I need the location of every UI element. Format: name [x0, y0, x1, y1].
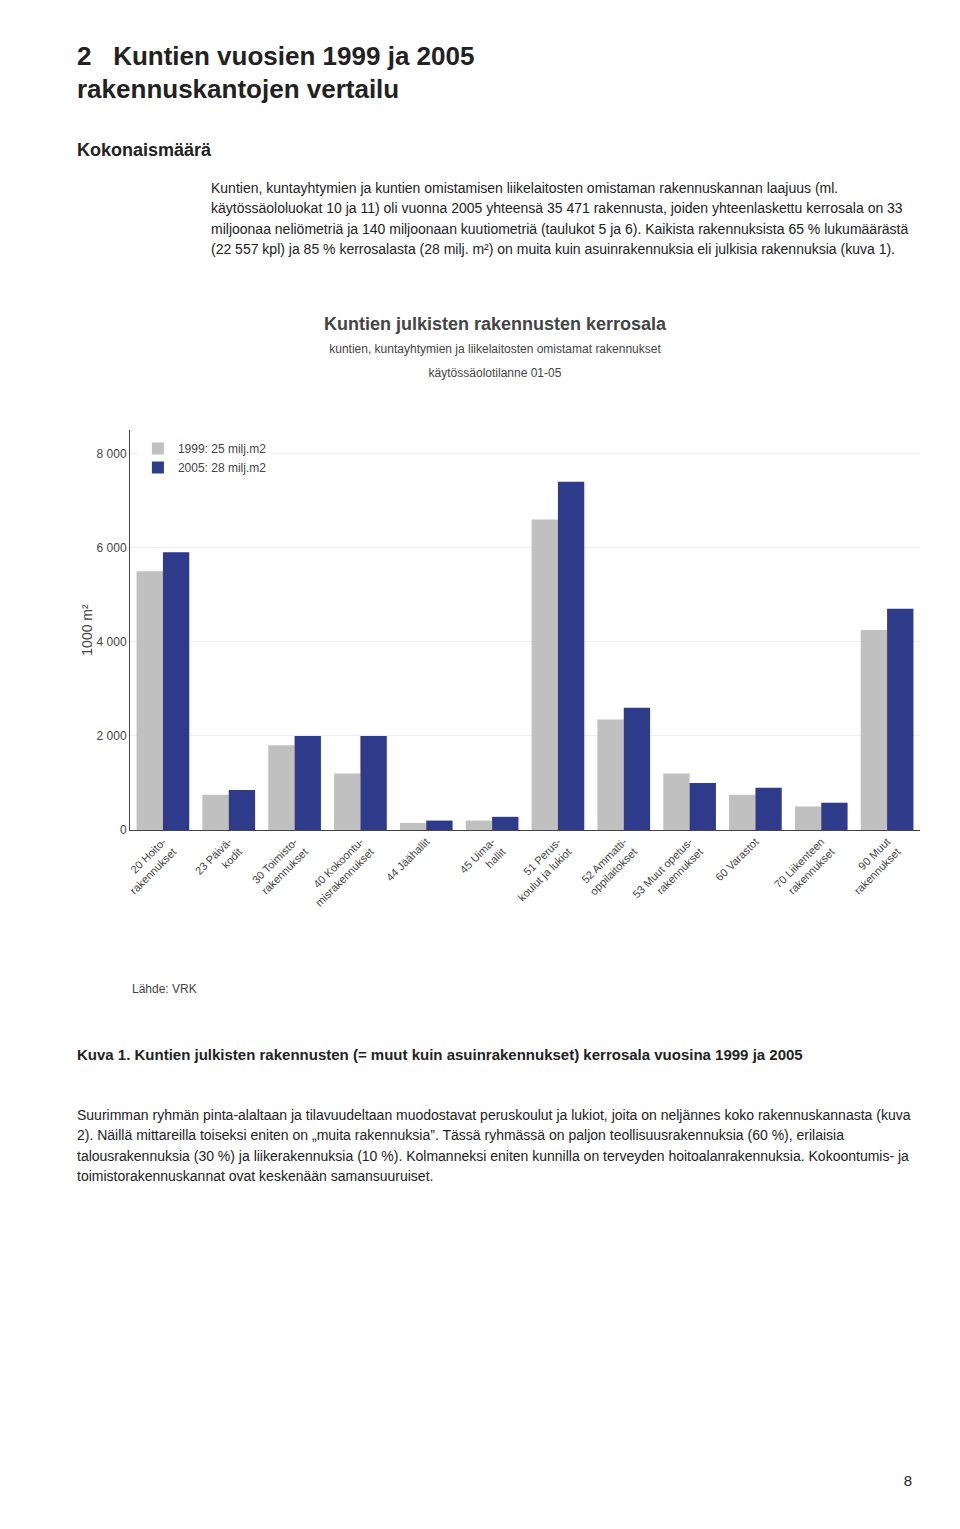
svg-text:1000 m²: 1000 m²	[79, 604, 95, 656]
svg-text:6 000: 6 000	[97, 541, 127, 555]
svg-text:2005: 28 milj.m2: 2005: 28 milj.m2	[178, 461, 266, 475]
svg-text:53 Muut opetus-rakennukset: 53 Muut opetus-rakennukset	[630, 835, 705, 910]
svg-text:44 Jäähallit: 44 Jäähallit	[384, 836, 432, 884]
svg-text:Lähde: VRK: Lähde: VRK	[132, 982, 197, 996]
svg-text:90 Muutrakennukset: 90 Muutrakennukset	[842, 836, 903, 897]
svg-text:1999: 25 milj.m2: 1999: 25 milj.m2	[178, 442, 266, 456]
svg-text:45 Uima-hallit: 45 Uima-hallit	[457, 835, 507, 885]
svg-text:2 000: 2 000	[97, 729, 127, 743]
html-text:Kuntien, kuntayhtymien ja kunt: Kuntien, kuntayhtymien ja kuntien omista…	[211, 180, 909, 257]
html-text:Kokonaismäärä: Kokonaismäärä	[77, 140, 212, 160]
svg-text:23 Päivä-kodit: 23 Päivä-kodit	[193, 835, 245, 887]
svg-text:70 Liikenteenrakennukset: 70 Liikenteenrakennukset	[772, 836, 837, 901]
svg-text:0: 0	[120, 823, 127, 837]
svg-text:51 Perus-koulut ja lukiot: 51 Perus-koulut ja lukiot	[505, 835, 573, 903]
html-text:Suurimman ryhmän pinta-alaltaa: Suurimman ryhmän pinta-alaltaan ja tilav…	[77, 1107, 911, 1184]
svg-text:40 Kokoontu-misrakennukset: 40 Kokoontu-misrakennukset	[303, 835, 376, 908]
svg-text:Kuntien julkisten rakennusten: Kuntien julkisten rakennusten kerrosalak…	[324, 314, 667, 380]
svg-text:60 Varastot: 60 Varastot	[713, 836, 761, 884]
svg-text:52 Ammatti-oppilaitokset: 52 Ammatti-oppilaitokset	[577, 835, 639, 897]
html-text:2 Kuntien vuosien 1999 ja 2005: 2 Kuntien vuosien 1999 ja 2005 rakennusk…	[77, 41, 475, 104]
svg-text:30 Toimisto-rakennukset: 30 Toimisto-rakennukset	[249, 835, 310, 896]
html-text:8: 8	[903, 1472, 912, 1489]
svg-text:8 000: 8 000	[97, 447, 127, 461]
html-text:Kuva 1. Kuntien julkisten rake: Kuva 1. Kuntien julkisten rakennusten (=…	[77, 1046, 803, 1063]
svg-text:20 Hoito-rakennukset: 20 Hoito-rakennukset	[117, 835, 178, 896]
svg-text:4 000: 4 000	[97, 635, 127, 649]
